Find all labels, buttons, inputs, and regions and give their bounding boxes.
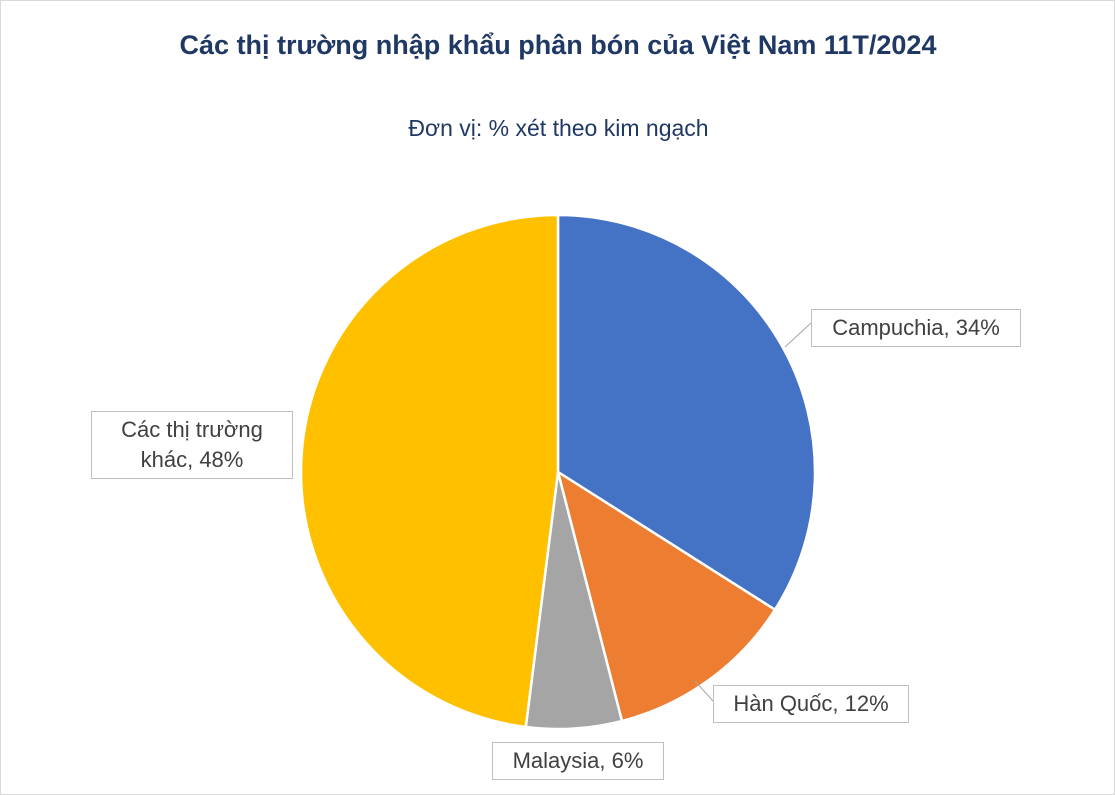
data-label: Campuchia, 34%: [811, 309, 1021, 347]
leader-line: [784, 322, 812, 348]
data-label: Các thị trường khác, 48%: [91, 411, 293, 479]
pie-slice: [556, 469, 777, 723]
pie-slice: [556, 213, 817, 612]
chart-title: Các thị trường nhập khẩu phân bón của Vi…: [179, 30, 937, 60]
data-label: Hàn Quốc, 12%: [713, 685, 909, 723]
pie-slice: [299, 213, 560, 729]
data-label: Malaysia, 6%: [492, 742, 664, 780]
chart-subtitle: Đơn vị: % xét theo kim ngạch: [408, 115, 709, 141]
leader-line: [694, 680, 714, 702]
